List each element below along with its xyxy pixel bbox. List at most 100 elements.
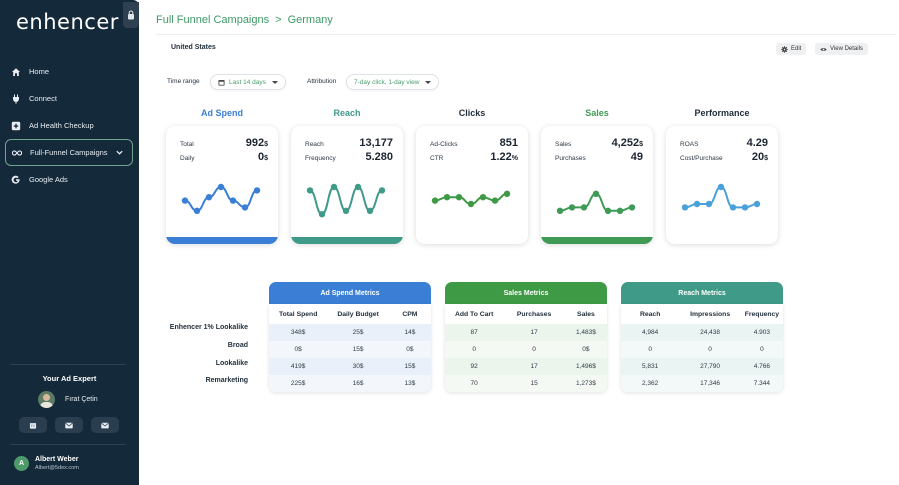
sidebar-item-label: Full-Funnel Campaigns (30, 148, 108, 157)
sidebar-item-home[interactable]: Home (5, 58, 133, 85)
card-title-performance: Performance (694, 108, 750, 118)
kpi-label: Sales (555, 141, 572, 148)
table-row: 5,831 27,790 4.766 (621, 358, 783, 375)
table-cell: 0$ (406, 346, 414, 353)
sidebar-item-google-ads[interactable]: Google Ads (5, 166, 133, 193)
envelope-icon (101, 422, 109, 428)
user-avatar: A (14, 456, 29, 471)
table-cell: 0 (708, 346, 712, 353)
table-cell: 13$ (404, 380, 416, 387)
column-header[interactable]: Add To Cart (454, 310, 494, 318)
kpi-card-sales[interactable]: Sales 4,252$ Purchases 49 (541, 126, 653, 244)
sparkline-point (729, 204, 737, 211)
user-profile[interactable]: A Albert Weber Albert@5dex.com (14, 456, 79, 471)
table-cell: 225$ (290, 380, 306, 387)
card-title-reach: Reach (333, 108, 361, 118)
table-cell: 15$ (404, 363, 416, 370)
sparkline-point (467, 200, 475, 208)
kpi-row: Frequency 5.280 (305, 151, 393, 163)
home-icon (11, 67, 21, 77)
view-details-button[interactable]: View Details (815, 43, 868, 55)
table-cell: 2,362 (642, 380, 659, 387)
chevron-down-icon[interactable] (115, 148, 124, 157)
table-cell: 24,438 (700, 329, 721, 336)
column-header[interactable]: CPM (402, 310, 418, 318)
sidebar-item-full-funnel-campaigns[interactable]: Full-Funnel Campaigns (5, 139, 133, 166)
sidebar-item-ad-health-checkup[interactable]: Ad Health Checkup (5, 112, 133, 139)
sparkline-point (741, 204, 749, 211)
card-accent-bar (166, 237, 278, 244)
table-cell: 5,831 (642, 363, 659, 370)
sidebar-item-label: Ad Health Checkup (29, 121, 94, 130)
metrics-table-title: Ad Spend Metrics (269, 282, 431, 304)
enhencer-logo[interactable]: enhencer (16, 10, 119, 34)
kpi-card-performance[interactable]: ROAS 4.29 Cost/Purchase 20$ (666, 126, 778, 244)
kpi-row: CTR 1.22% (430, 151, 518, 163)
eye-icon (820, 47, 827, 51)
attribution-select[interactable]: 7-day click, 1-day view (346, 74, 440, 90)
sparkline-point (330, 183, 338, 191)
column-header[interactable]: Total Spend (278, 310, 318, 318)
sparkline-point (717, 183, 725, 191)
table-cell: 17,346 (700, 380, 721, 387)
kpi-label: CTR (430, 155, 444, 162)
column-header[interactable]: Sales (577, 310, 595, 318)
sparkline-point (342, 207, 350, 214)
table-header-row: Total Spend Daily Budget CPM (269, 304, 431, 324)
sparkline-point (628, 204, 636, 211)
table-cell: 0 (648, 346, 652, 353)
table-cell: 1,273$ (575, 380, 596, 387)
column-header[interactable]: Impressions (690, 310, 731, 318)
table-row: 419$ 30$ 15$ (269, 358, 431, 375)
table-row: 87 17 1,483$ (445, 324, 607, 341)
table-cell: 1,483$ (575, 329, 596, 336)
sidebar-item-label: Connect (29, 94, 57, 103)
table-cell: 17 (530, 329, 538, 336)
table-cell: 15$ (352, 346, 364, 353)
sparkline-chart (431, 190, 511, 208)
table-cell: 16$ (352, 380, 364, 387)
kpi-row: Cost/Purchase 20$ (680, 151, 768, 163)
edit-button[interactable]: Edit (776, 43, 807, 55)
column-header[interactable]: Purchases (516, 310, 552, 318)
email-button[interactable] (55, 417, 83, 433)
kpi-card-ad-spend[interactable]: Total 992$ Daily 0$ (166, 126, 278, 244)
calendar-button[interactable] (19, 417, 47, 433)
sidebar-item-connect[interactable]: Connect (5, 85, 133, 112)
kpi-label: Daily (180, 155, 195, 162)
sparkline-point (205, 194, 213, 201)
ad-expert[interactable]: Fırat Çetin (38, 391, 98, 408)
kpi-value: 851 (499, 137, 518, 149)
message-button[interactable] (91, 417, 119, 433)
header-divider (156, 34, 896, 35)
plus-square-icon (11, 121, 21, 131)
sidebar: enhencer Home Connect Ad Health (0, 0, 139, 485)
user-name: Albert Weber (35, 456, 79, 463)
sparkline-chart (681, 183, 761, 211)
lock-icon[interactable] (123, 2, 139, 28)
kpi-label: Reach (305, 141, 324, 148)
table-cell: 70 (470, 380, 478, 387)
column-header[interactable]: Frequency (744, 310, 780, 318)
sparkline-point (181, 197, 189, 204)
metrics-table-title: Sales Metrics (445, 282, 607, 304)
kpi-card-reach[interactable]: Reach 13,177 Frequency 5.280 (291, 126, 403, 244)
table-row: 225$ 16$ 13$ (269, 375, 431, 392)
column-header[interactable]: Reach (639, 310, 661, 318)
sparkline-point (229, 197, 237, 204)
calendar-icon (29, 422, 37, 429)
kpi-value: 4.29 (746, 137, 768, 149)
kpi-value: 992$ (245, 137, 268, 149)
table-cell: 92 (470, 363, 478, 370)
metrics-table-body: Reach Impressions Frequency 4,984 24,438 4.90… (621, 304, 783, 392)
card-title-sales: Sales (585, 108, 609, 118)
time-range-select[interactable]: Last 14 days (210, 74, 286, 90)
kpi-row: Purchases 49 (555, 151, 643, 163)
table-cell: 1,496$ (575, 363, 596, 370)
column-header[interactable]: Daily Budget (337, 310, 379, 318)
kpi-card-clicks[interactable]: Ad-Clicks 851 CTR 1.22% (416, 126, 528, 244)
breadcrumb-root[interactable]: Full Funnel Campaigns (156, 14, 270, 26)
sparkline-point (479, 194, 487, 201)
attribution-label: Attribution (307, 78, 337, 85)
